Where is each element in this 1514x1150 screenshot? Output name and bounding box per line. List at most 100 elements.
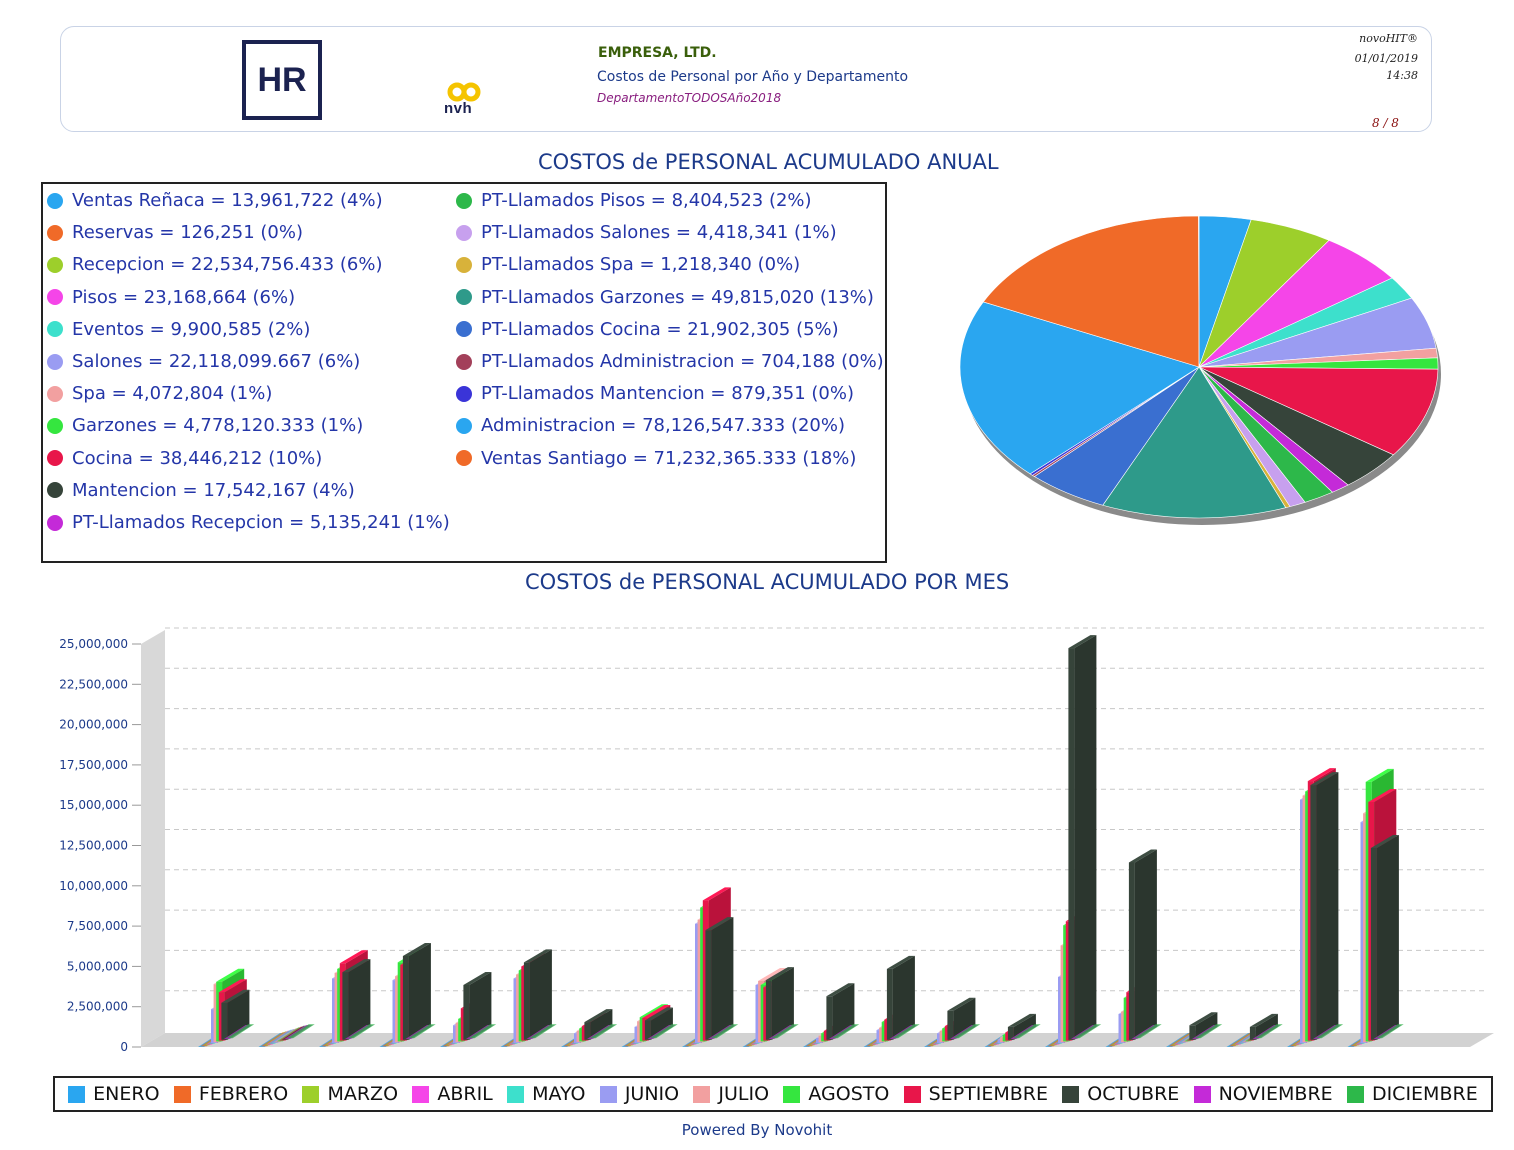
month-legend-label: FEBRERO <box>198 1083 289 1105</box>
bar-side <box>529 949 552 1040</box>
bar-floor-tile <box>529 1024 557 1039</box>
y-tick-label: 20,000,000 <box>59 718 128 732</box>
pie-legend-item: Garzones = 4,778,120.333 (1%) <box>47 415 363 436</box>
bar <box>644 1020 651 1040</box>
pie-legend-label: Reservas = 126,251 (0%) <box>72 222 303 244</box>
pie-legend-label: Spa = 4,072,804 (1%) <box>72 383 273 405</box>
report-time: 14:38 <box>1386 69 1418 82</box>
bar-top <box>702 887 731 901</box>
pie-legend-item: Ventas Santiago = 71,232,365.333 (18%) <box>456 448 856 469</box>
pie-legend-label: Ventas Reñaca = 13,961,722 (4%) <box>72 190 383 211</box>
legend-dot-icon <box>47 256 63 273</box>
bar-top <box>463 971 492 985</box>
bar-top <box>705 917 734 931</box>
bar-floor-tile <box>589 1024 618 1039</box>
pie-legend-label: PT-Llamados Salones = 4,418,341 (1%) <box>481 222 837 244</box>
report-title: Costos de Personal por Año y Departament… <box>597 69 909 85</box>
month-legend-item: NOVIEMBRE <box>1193 1083 1333 1105</box>
bar <box>523 962 530 1040</box>
pie-legend-label: Garzones = 4,778,120.333 (1%) <box>72 415 364 437</box>
month-legend-label: JUNIO <box>624 1083 680 1105</box>
legend-dot-icon <box>47 385 63 402</box>
pie-slice <box>982 215 1200 368</box>
month-legend-item: AGOSTO <box>783 1083 889 1105</box>
pie-chart-title: COSTOS de PERSONAL ACUMULADO ANUAL <box>538 150 999 174</box>
legend-swatch-icon <box>783 1085 801 1103</box>
legend-dot-icon <box>47 482 63 499</box>
bar-floor-tile <box>1013 1024 1041 1039</box>
bar-side <box>832 983 855 1040</box>
legend-dot-icon <box>47 321 63 338</box>
legend-dot-icon <box>47 514 63 531</box>
bar-top <box>644 1007 673 1021</box>
bar-top <box>1368 789 1397 803</box>
legend-dot-icon <box>456 450 472 467</box>
pie-legend-label: PT-Llamados Garzones = 49,815,020 (13%) <box>481 286 874 308</box>
bar <box>1007 1026 1014 1040</box>
legend-swatch-icon <box>693 1085 711 1103</box>
pie-legend-label: Salones = 22,118,099.667 (6%) <box>72 351 361 372</box>
bar <box>1128 862 1135 1040</box>
bar-floor-tile <box>1194 1024 1223 1039</box>
legend-swatch-icon <box>1346 1085 1364 1103</box>
legend-dot-icon <box>456 385 472 402</box>
bar <box>342 972 349 1040</box>
bar-top <box>1307 768 1336 782</box>
bar-top <box>1128 849 1157 863</box>
pie-legend <box>41 182 887 563</box>
month-legend-item: SEPTIEMBRE <box>903 1083 1048 1105</box>
bar-side <box>1134 849 1157 1040</box>
month-legend-label: SEPTIEMBRE <box>928 1083 1048 1105</box>
nvh-logo-text: nvh <box>444 100 473 117</box>
y-tick-label: 0 <box>120 1040 128 1054</box>
bar-floor-tile <box>468 1024 497 1039</box>
y-tick-label: 25,000,000 <box>59 637 128 651</box>
bar-side <box>348 959 371 1040</box>
bar-side <box>1074 635 1097 1040</box>
bar-top <box>765 967 794 981</box>
pie-legend-item: Salones = 22,118,099.667 (6%) <box>47 351 360 372</box>
pie-legend-item: PT-Llamados Spa = 1,218,340 (0%) <box>456 254 800 275</box>
legend-swatch-icon <box>68 1085 86 1103</box>
pie-legend-label: Recepcion = 22,534,756.433 (6%) <box>72 254 383 276</box>
pie-chart <box>959 215 1441 525</box>
pie-legend-item: PT-Llamados Cocina = 21,902,305 (5%) <box>456 319 839 340</box>
bar-top <box>339 950 368 964</box>
bar <box>1068 648 1075 1040</box>
pie-legend-item: PT-Llamados Garzones = 49,815,020 (13%) <box>456 287 874 308</box>
pie-legend-item: Pisos = 23,168,664 (6%) <box>47 287 295 308</box>
pie-slice <box>1198 366 1439 456</box>
y-tick-label: 12,500,000 <box>59 839 128 853</box>
legend-dot-icon <box>456 417 472 434</box>
pie-legend-label: PT-Llamados Spa = 1,218,340 (0%) <box>481 254 801 276</box>
bar <box>947 1010 954 1040</box>
month-legend-label: OCTUBRE <box>1087 1083 1180 1105</box>
pie-legend-label: PT-Llamados Pisos = 8,404,523 (2%) <box>481 190 812 211</box>
pie-legend-label: Pisos = 23,168,664 (6%) <box>72 286 296 308</box>
bar-floor-tile <box>892 1024 920 1039</box>
bar-floor-tile <box>287 1024 315 1039</box>
hr-logo: HR <box>242 40 322 120</box>
legend-swatch-icon <box>1062 1085 1080 1103</box>
month-legend-label: DICIEMBRE <box>1371 1083 1478 1105</box>
legend-dot-icon <box>456 256 472 273</box>
legend-dot-icon <box>47 450 63 467</box>
pie-legend-label: Mantencion = 17,542,167 (4%) <box>72 479 355 501</box>
bar-floor-tile <box>831 1024 860 1039</box>
pie-legend-label: Eventos = 9,900,585 (2%) <box>72 318 311 340</box>
bar-floor-tile <box>1255 1024 1283 1039</box>
legend-swatch-icon <box>507 1085 525 1103</box>
month-legend-label: AGOSTO <box>808 1083 890 1105</box>
y-tick-label: 22,500,000 <box>59 677 128 691</box>
legend-dot-icon <box>47 417 63 434</box>
bar-top <box>886 955 915 969</box>
bar-top <box>758 967 787 981</box>
bar-top <box>826 983 855 997</box>
pie-slice <box>1102 366 1287 519</box>
month-legend-label: NOVIEMBRE <box>1218 1083 1333 1105</box>
legend-swatch-icon <box>903 1085 921 1103</box>
bar-side <box>771 967 794 1040</box>
bar-floor-tile <box>1315 1024 1344 1039</box>
pie-legend-item: Reservas = 126,251 (0%) <box>47 222 303 243</box>
bar-floor-tile <box>347 1024 376 1039</box>
